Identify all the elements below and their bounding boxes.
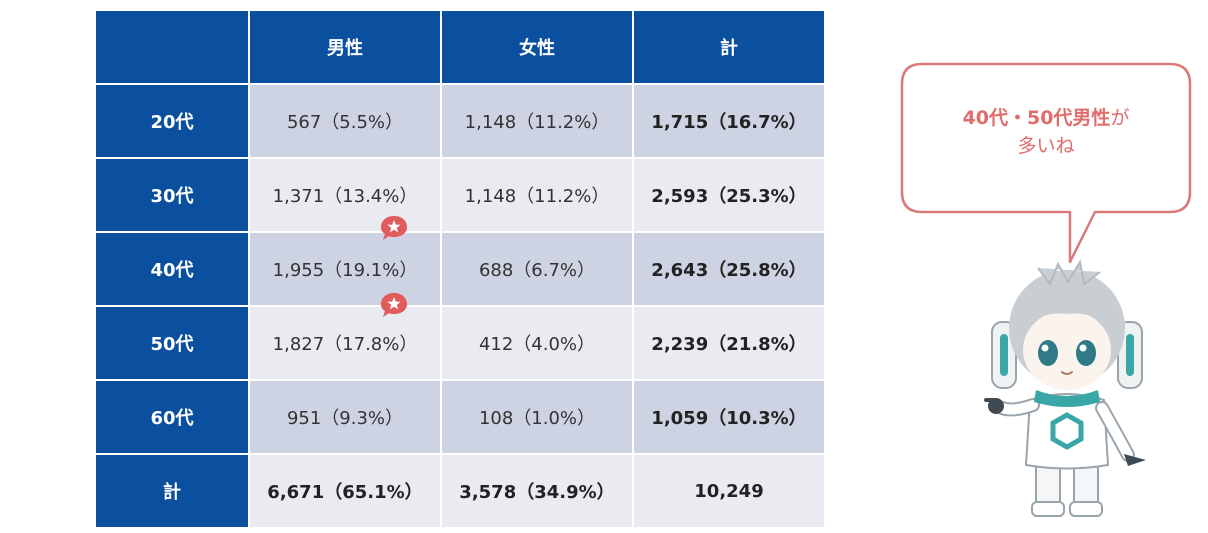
speech-bubble: 40代・50代男性が 多いね [900, 62, 1192, 264]
header-corner [96, 11, 248, 83]
male-total-cell: 6,671（65.1%） [250, 455, 440, 527]
total-cell: 1,059（10.3%） [634, 381, 824, 453]
male-cell: 1,955（19.1%） [250, 233, 440, 305]
female-cell: 688（6.7%） [442, 233, 632, 305]
male-cell: 1,827（17.8%） [250, 307, 440, 379]
male-cell: 1,371（13.4%） [250, 159, 440, 231]
robot-mascot-icon [984, 259, 1146, 517]
bubble-line2: 多いね [1017, 135, 1075, 157]
bubble-suffix: が [1110, 107, 1130, 129]
female-total-cell: 3,578（34.9%） [442, 455, 632, 527]
bubble-message: 40代・50代男性が 多いね [900, 104, 1192, 160]
total-cell: 2,643（25.8%） [634, 233, 824, 305]
star-pin-icon [381, 216, 407, 240]
row-label: 20代 [96, 85, 248, 157]
male-cell: 567（5.5%） [250, 85, 440, 157]
total-cell: 2,593（25.3%） [634, 159, 824, 231]
female-cell: 412（4.0%） [442, 307, 632, 379]
data-table: 男性 女性 計 20代 567（5.5%） 1,148（11.2%） 1,715… [96, 11, 824, 527]
male-cell: 951（9.3%） [250, 381, 440, 453]
row-label: 40代 [96, 233, 248, 305]
female-cell: 108（1.0%） [442, 381, 632, 453]
female-cell: 1,148（11.2%） [442, 85, 632, 157]
star-pin-icon [381, 293, 407, 317]
header-male: 男性 [250, 11, 440, 83]
row-label: 30代 [96, 159, 248, 231]
speech-bubble-shape [900, 62, 1192, 264]
female-cell: 1,148（11.2%） [442, 159, 632, 231]
total-cell: 1,715（16.7%） [634, 85, 824, 157]
grand-total-cell: 10,249 [634, 455, 824, 527]
row-label: 60代 [96, 381, 248, 453]
row-label: 50代 [96, 307, 248, 379]
bubble-highlight: 40代・50代男性 [962, 107, 1111, 129]
total-cell: 2,239（21.8%） [634, 307, 824, 379]
header-female: 女性 [442, 11, 632, 83]
header-total: 計 [634, 11, 824, 83]
row-label-total: 計 [96, 455, 248, 527]
